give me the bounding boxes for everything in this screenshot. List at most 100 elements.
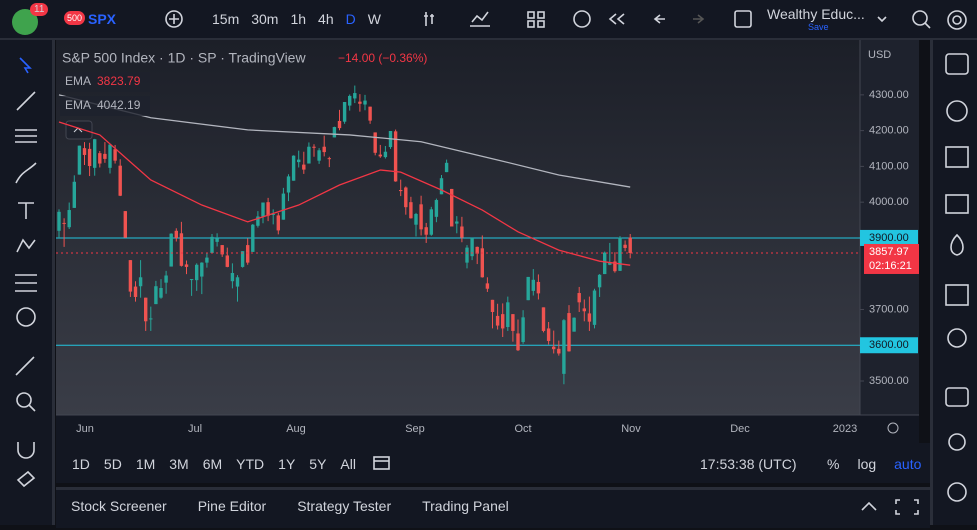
layout-name[interactable]: Wealthy Educ... — [767, 6, 865, 22]
level-label-box — [860, 337, 918, 354]
fullscreen-box[interactable] — [733, 9, 753, 29]
candle-body — [205, 257, 209, 263]
interval-button[interactable]: D — [345, 11, 356, 27]
candle-body — [246, 245, 250, 263]
sidebar-icons — [945, 53, 969, 502]
candle-body — [77, 145, 82, 175]
candle-body — [261, 202, 265, 217]
panel-tab[interactable]: Trading Panel — [422, 498, 509, 514]
chart: S&P 500 Index · 1D · SP · TradingView −1… — [56, 40, 919, 443]
candle-body — [57, 211, 61, 231]
candle-body — [149, 318, 153, 320]
clock[interactable]: 17:53:38 (UTC) — [700, 456, 797, 472]
candle-body — [67, 210, 71, 228]
candle-body — [200, 262, 204, 277]
level-label-box — [860, 229, 918, 246]
chart-title: S&P 500 Index · 1D · SP · TradingView — [62, 50, 306, 66]
candle-body — [133, 286, 138, 297]
candle-body — [184, 264, 189, 267]
panel-tab[interactable]: Strategy Tester — [297, 498, 392, 514]
candle-body — [434, 200, 439, 217]
candle-body — [266, 202, 270, 216]
interval-button[interactable]: 1h — [290, 11, 307, 27]
add-symbol[interactable] — [164, 9, 184, 29]
top-toolbar: 11 500 SPX 15m 30m 1h 4h D W Wealthy Educ... … — [0, 0, 977, 40]
candle-body — [128, 260, 133, 292]
candle-body — [567, 313, 571, 352]
range-button[interactable]: YTD — [236, 456, 265, 472]
interval-button[interactable]: 30m — [251, 11, 279, 27]
candle-body — [368, 106, 372, 121]
interval-button[interactable]: 4h — [318, 11, 334, 27]
legend-value: 4042.19 — [97, 98, 141, 112]
scale-option[interactable]: log — [857, 456, 877, 472]
interval-button[interactable]: 15m — [212, 11, 240, 27]
currency[interactable]: USD — [868, 49, 891, 61]
range-button[interactable]: 1D — [72, 456, 90, 472]
range-button[interactable]: 1M — [135, 456, 156, 472]
countdown: 02:16:21 — [869, 260, 912, 272]
candle-body — [531, 279, 535, 291]
candle-body — [603, 252, 607, 275]
x-tick-label: Sep — [405, 423, 425, 435]
scale-option[interactable]: auto — [894, 456, 922, 472]
range-button[interactable]: 5D — [103, 456, 122, 472]
candle-body — [327, 158, 331, 160]
date-range-icon[interactable] — [372, 454, 392, 472]
candle-body — [353, 93, 357, 99]
level-label: 3600.00 — [869, 339, 909, 351]
settings-icon[interactable] — [887, 422, 899, 434]
panel-tab[interactable]: Stock Screener — [71, 498, 167, 514]
scale-option[interactable]: % — [827, 456, 840, 472]
legend-box — [60, 96, 150, 116]
candle-body — [235, 277, 240, 287]
range-button[interactable]: 1Y — [278, 456, 296, 472]
range-button[interactable]: All — [340, 456, 356, 472]
range-button[interactable]: 6M — [202, 456, 223, 472]
candle-body — [465, 247, 469, 263]
candle-body — [618, 237, 622, 271]
collapse-legend[interactable] — [65, 120, 93, 140]
candle-body — [582, 308, 586, 312]
candle-body — [62, 222, 66, 224]
range-button[interactable]: 5Y — [309, 456, 327, 472]
candle-body — [103, 153, 107, 159]
panel-tab[interactable]: Pine Editor — [197, 498, 267, 514]
candle-body — [399, 190, 403, 192]
candle-body — [286, 176, 291, 193]
left-toolbar — [0, 40, 55, 525]
legend-value: 3823.79 — [97, 74, 141, 88]
y-tick-label: 4300.00 — [869, 89, 909, 101]
x-tick-label: Dec — [730, 423, 750, 435]
candle-body — [552, 346, 556, 350]
candle-body — [220, 245, 224, 255]
save-status[interactable]: Save — [808, 22, 829, 32]
notification-badge: 11 — [30, 3, 49, 16]
y-tick-label: 3700.00 — [869, 303, 909, 315]
legend-box — [60, 72, 150, 92]
candle-body — [506, 302, 510, 328]
candle-body — [439, 178, 444, 195]
y-tick-label: 3500.00 — [869, 375, 909, 387]
candle-body — [174, 230, 178, 238]
candle-body — [557, 348, 561, 354]
candle-body — [342, 102, 347, 122]
ema-line — [58, 94, 631, 188]
x-tick-label: 2023 — [833, 423, 857, 435]
candle-body — [587, 313, 592, 322]
symbol[interactable]: SPX — [88, 11, 117, 27]
interval-button[interactable]: W — [367, 11, 381, 27]
range-button[interactable]: 3M — [169, 456, 189, 472]
candle-body — [195, 264, 199, 281]
candle-body — [475, 246, 479, 254]
last-price-box — [864, 243, 919, 274]
candle-body — [164, 275, 168, 283]
candle-body — [271, 213, 275, 215]
x-tick-label: Aug — [286, 423, 306, 435]
candle-body — [281, 193, 286, 220]
candle-body — [113, 149, 117, 161]
candle-body — [159, 288, 163, 298]
candle-body — [373, 132, 377, 153]
candle-body — [291, 155, 296, 181]
symbol-badge: 500 — [64, 11, 86, 25]
